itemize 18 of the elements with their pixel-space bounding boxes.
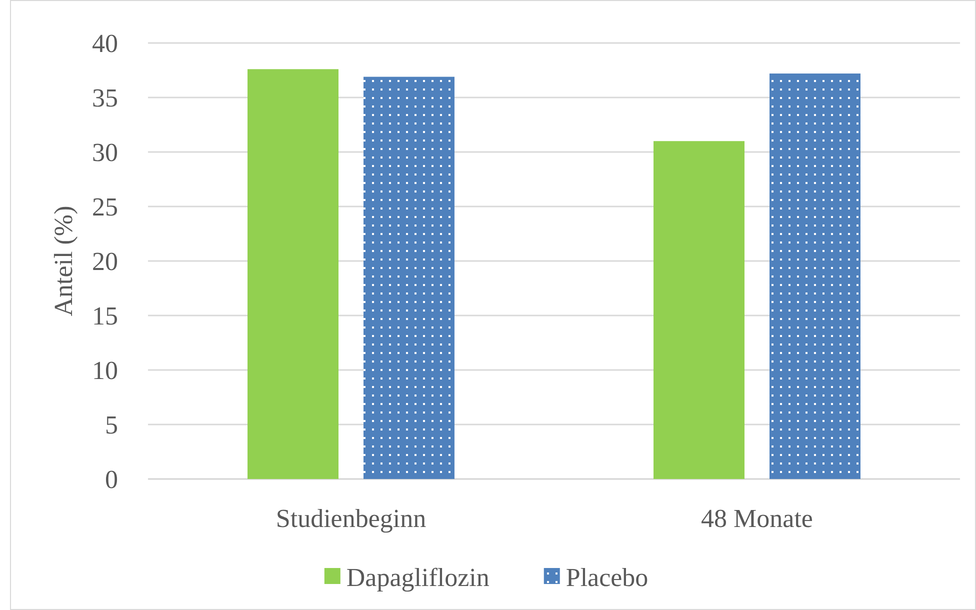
bar	[363, 76, 454, 479]
y-tick-label: 15	[92, 302, 118, 331]
y-tick-label: 5	[105, 410, 118, 440]
y-tick-label: 30	[92, 138, 118, 168]
x-tick-label: Studienbeginn	[276, 504, 426, 533]
y-tick-label: 20	[92, 247, 118, 276]
bar	[654, 141, 745, 479]
y-tick-label: 40	[92, 29, 118, 58]
legend-label: Dapagliflozin	[346, 563, 490, 592]
bar	[769, 74, 860, 479]
legend-label: Placebo	[566, 563, 648, 592]
y-tick-label: 10	[92, 356, 118, 386]
y-tick-label: 25	[92, 192, 118, 222]
bar	[248, 69, 339, 479]
y-tick-label: 0	[105, 465, 118, 494]
y-tick-label: 35	[92, 84, 118, 113]
x-tick-label: 48 Monate	[701, 504, 813, 533]
y-axis-title: Anteil (%)	[49, 206, 78, 316]
